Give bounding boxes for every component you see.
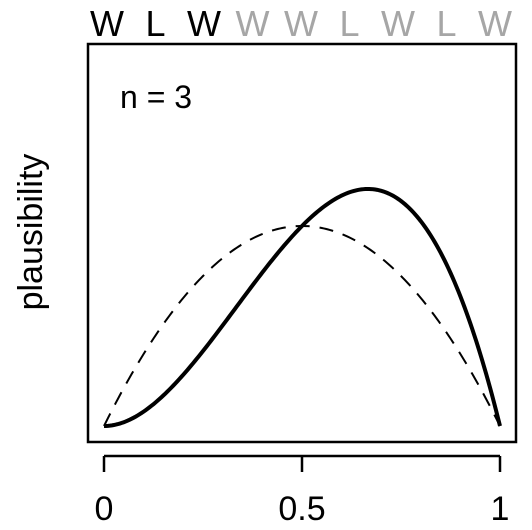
sequence-letter-1: W	[90, 3, 124, 44]
sequence-letter-3: W	[187, 3, 221, 44]
sequence-letter-7: W	[381, 3, 415, 44]
x-tick-label-1: 0.5	[278, 490, 325, 528]
sequence-letter-9: W	[478, 3, 512, 44]
posterior-curve-solid	[103, 186, 502, 428]
sequence-letter-5: W	[284, 3, 318, 44]
sequence-letter-4: W	[236, 3, 270, 44]
x-axis: 0 0.5 1	[95, 454, 510, 528]
sequence-letter-8: L	[436, 3, 456, 44]
x-tick-label-2: 1	[491, 490, 510, 528]
sequence-letter-6: L	[339, 3, 359, 44]
plot-frame	[86, 42, 518, 444]
sequence-letter-2: L	[145, 3, 165, 44]
x-tick-label-0: 0	[95, 490, 114, 528]
y-axis-label: plausibility	[12, 154, 50, 311]
sample-size-annotation: n = 3	[120, 79, 192, 115]
